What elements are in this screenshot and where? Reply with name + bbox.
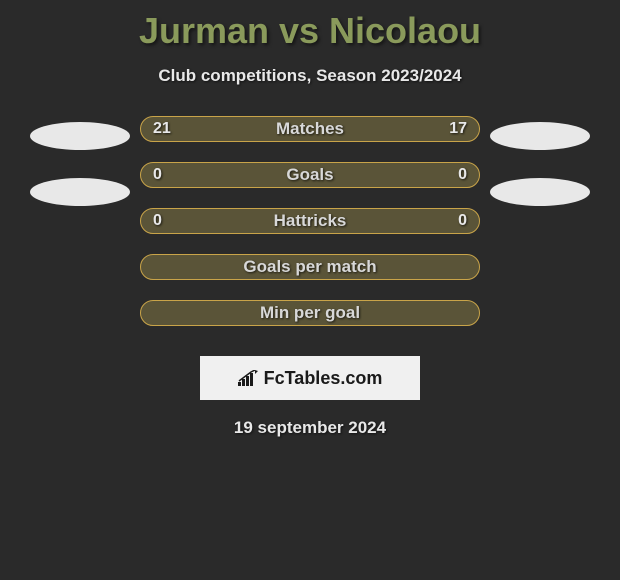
date-label: 19 september 2024 (234, 418, 386, 438)
stat-row-goals: 0 Goals 0 (140, 162, 480, 188)
stat-row-hattricks: 0 Hattricks 0 (140, 208, 480, 234)
stat-label: Goals (141, 165, 479, 185)
brand-label: FcTables.com (264, 368, 383, 389)
avatar-placeholder (490, 122, 590, 150)
brand-box[interactable]: FcTables.com (200, 356, 420, 400)
stat-row-gpm: Goals per match (140, 254, 480, 280)
chart-icon (238, 370, 260, 386)
stat-label: Hattricks (141, 211, 479, 231)
stat-right-value: 0 (458, 166, 467, 184)
avatar-placeholder (490, 178, 590, 206)
comparison-card: Jurman vs Nicolaou Club competitions, Se… (0, 0, 620, 580)
stat-row-matches: 21 Matches 17 (140, 116, 480, 142)
stats-area: 21 Matches 17 0 Goals 0 0 Hattricks 0 Go… (0, 116, 620, 346)
card-title: Jurman vs Nicolaou (139, 10, 481, 52)
avatar-placeholder (30, 178, 130, 206)
stat-right-value: 0 (458, 212, 467, 230)
stat-label: Goals per match (141, 257, 479, 277)
left-avatar-col (20, 116, 140, 234)
stat-row-mpg: Min per goal (140, 300, 480, 326)
stat-label: Matches (141, 119, 479, 139)
right-avatar-col (480, 116, 600, 234)
stat-right-value: 17 (449, 120, 467, 138)
stats-rows: 21 Matches 17 0 Goals 0 0 Hattricks 0 Go… (140, 116, 480, 346)
stat-label: Min per goal (141, 303, 479, 323)
card-subtitle: Club competitions, Season 2023/2024 (158, 66, 461, 86)
avatar-placeholder (30, 122, 130, 150)
